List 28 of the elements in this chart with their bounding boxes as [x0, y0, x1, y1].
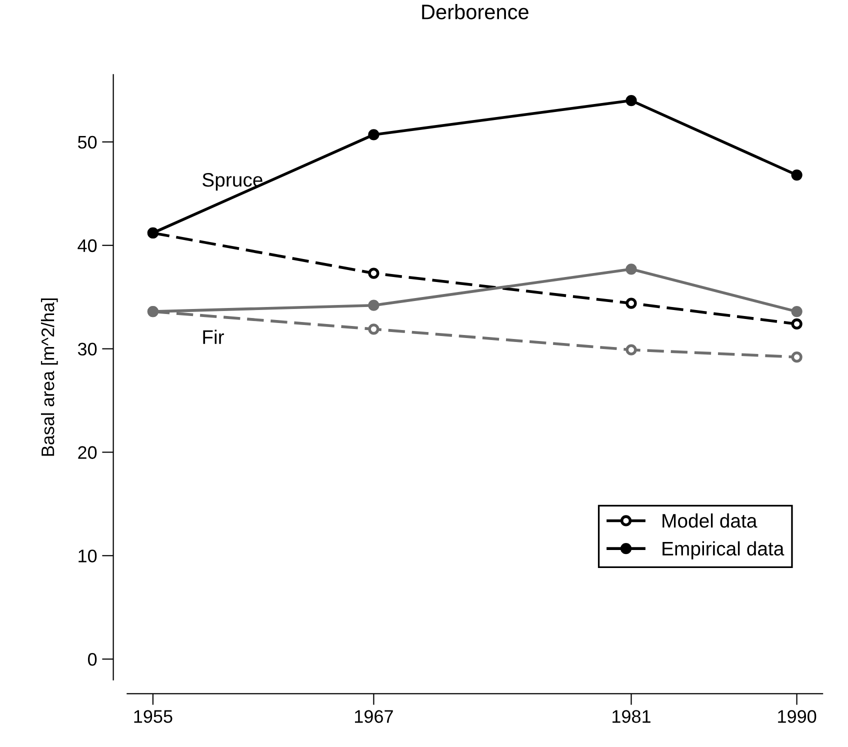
- point: [368, 129, 380, 140]
- annotation: Fir: [203, 330, 224, 344]
- point: [791, 169, 802, 181]
- legend-label: Empirical data: [662, 541, 784, 560]
- x-tick-label: 1955: [134, 710, 172, 723]
- y-tick-label: 10: [78, 550, 97, 562]
- point: [368, 300, 380, 311]
- y-tick-label: 0: [88, 653, 97, 666]
- point: [626, 264, 637, 275]
- y-axis-title: Basal area [m^2/ha]: [40, 298, 58, 456]
- chart-title: Derborence: [422, 4, 528, 20]
- point: [626, 344, 637, 356]
- y-tick-label: 20: [78, 446, 97, 459]
- point: [791, 318, 802, 330]
- y-tick-label: 40: [78, 239, 97, 252]
- x-tick-label: 1990: [778, 710, 816, 723]
- point: [368, 324, 380, 335]
- annotation: Spruce: [202, 172, 262, 191]
- y-tick-label: 30: [78, 342, 97, 356]
- point: [791, 352, 802, 363]
- y-tick-label: 50: [78, 136, 97, 149]
- point: [626, 95, 637, 106]
- point: [626, 298, 637, 309]
- point: [368, 268, 380, 279]
- legend-label: Model data: [662, 513, 758, 528]
- point: [791, 306, 802, 318]
- x-tick-label: 1967: [355, 710, 393, 723]
- x-tick-label: 1981: [612, 710, 650, 723]
